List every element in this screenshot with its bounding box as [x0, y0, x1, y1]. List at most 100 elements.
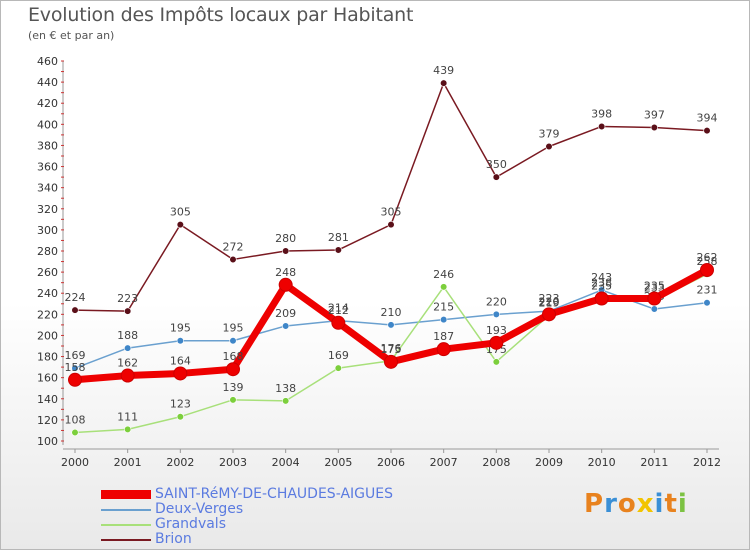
x-tick-label: 2000: [61, 456, 89, 469]
legend-swatch: [101, 539, 151, 541]
data-label: 111: [117, 410, 138, 423]
y-tick-label: 260: [37, 266, 58, 279]
x-tick-label: 2011: [640, 456, 668, 469]
data-label: 397: [644, 109, 665, 122]
legend-swatch: [101, 490, 151, 499]
legend-item: Grandvals: [101, 516, 461, 533]
chart-subtitle: (en € et par an): [28, 29, 115, 42]
data-point: [440, 283, 448, 291]
y-tick-label: 200: [37, 329, 58, 342]
legend-label: SAINT-RéMY-DE-CHAUDES-AIGUES: [155, 486, 393, 502]
data-point: [120, 368, 135, 383]
data-point: [124, 344, 132, 352]
series-brion: 224 223 305 272 280 281 305 439 350 379 398 397 394: [65, 64, 718, 315]
data-point: [492, 310, 500, 318]
data-point: [650, 123, 658, 132]
data-label: 193: [486, 324, 507, 337]
data-label: 223: [539, 292, 560, 305]
legend-swatch: [101, 524, 151, 526]
data-label: 398: [591, 107, 612, 120]
data-label: 272: [223, 240, 244, 253]
data-point: [226, 362, 240, 377]
data-label: 209: [275, 307, 296, 320]
data-point: [700, 263, 714, 277]
data-point: [440, 79, 448, 87]
legend-swatch: [101, 509, 151, 511]
legend-item: SAINT-RéMY-DE-CHAUDES-AIGUES: [101, 486, 461, 503]
y-tick-label: 180: [37, 351, 58, 364]
data-label: 220: [539, 295, 560, 308]
data-label: 350: [486, 158, 507, 171]
data-point: [282, 397, 290, 405]
data-label: 215: [433, 301, 454, 314]
data-label: 195: [223, 322, 244, 335]
data-label: 195: [170, 322, 191, 335]
x-tick-label: 2012: [693, 456, 721, 469]
data-label: 243: [591, 271, 612, 284]
data-point: [440, 316, 448, 324]
data-label: 162: [117, 357, 138, 370]
legend-item: Deux-Verges: [101, 501, 461, 518]
data-point: [650, 305, 658, 313]
data-label: 262: [697, 251, 718, 264]
data-label: 169: [328, 349, 349, 362]
data-label: 280: [275, 232, 296, 245]
y-tick-label: 300: [37, 224, 58, 237]
data-label: 394: [697, 112, 718, 125]
data-point: [71, 306, 79, 314]
data-point: [176, 221, 184, 229]
logo-letter: i: [654, 489, 665, 519]
data-point: [176, 413, 184, 421]
data-point: [173, 366, 188, 381]
data-point: [387, 321, 395, 329]
series-grandvals: 108 111 123 139 138 169 176 246 175 219 238 233 258: [65, 255, 718, 437]
data-label: 305: [170, 206, 191, 219]
data-point: [703, 299, 711, 307]
data-label: 188: [117, 329, 138, 342]
data-point: [124, 425, 132, 433]
data-label: 123: [170, 398, 191, 411]
data-label: 212: [328, 304, 349, 317]
data-point: [703, 127, 711, 135]
data-point: [598, 122, 606, 131]
y-tick-label: 420: [37, 97, 58, 110]
data-point: [334, 364, 342, 372]
data-label: 235: [591, 280, 612, 293]
data-label: 305: [381, 206, 402, 219]
data-label: 168: [223, 350, 244, 363]
data-label: 187: [433, 330, 454, 343]
data-label: 219: [539, 296, 560, 309]
data-point: [71, 364, 79, 372]
y-tick-label: 120: [37, 414, 58, 427]
series-saint-r-my-de-chaudes-aigues: 158 162 164 168 248 212 175 187 193 220 235 235 262: [65, 251, 718, 387]
legend-item: Brion: [101, 531, 461, 548]
data-label: 164: [170, 354, 191, 367]
data-point: [229, 337, 237, 345]
data-point: [176, 337, 184, 345]
y-tick-label: 100: [37, 435, 58, 448]
x-tick-label: 2003: [219, 456, 247, 469]
legend-label: Brion: [155, 531, 192, 547]
data-label: 258: [697, 255, 718, 268]
data-point: [229, 255, 237, 264]
data-point: [492, 173, 500, 181]
logo-letter: i: [677, 489, 688, 519]
series-deux-verges: 169188195195209214210215220223243225231: [65, 271, 718, 372]
x-tick-label: 2007: [430, 456, 458, 469]
logo-letter: x: [636, 489, 655, 519]
data-label: 248: [275, 266, 296, 279]
data-point: [229, 396, 237, 404]
data-point: [542, 307, 556, 322]
data-point: [71, 428, 79, 437]
data-point: [436, 342, 451, 357]
data-point: [278, 277, 293, 292]
data-point: [489, 335, 504, 350]
logo-letter: r: [604, 489, 618, 519]
data-label: 138: [275, 382, 296, 395]
data-point: [647, 291, 662, 306]
data-label: 238: [591, 276, 612, 289]
y-tick-label: 400: [37, 118, 58, 131]
data-point: [124, 307, 132, 315]
x-tick-label: 2010: [588, 456, 616, 469]
